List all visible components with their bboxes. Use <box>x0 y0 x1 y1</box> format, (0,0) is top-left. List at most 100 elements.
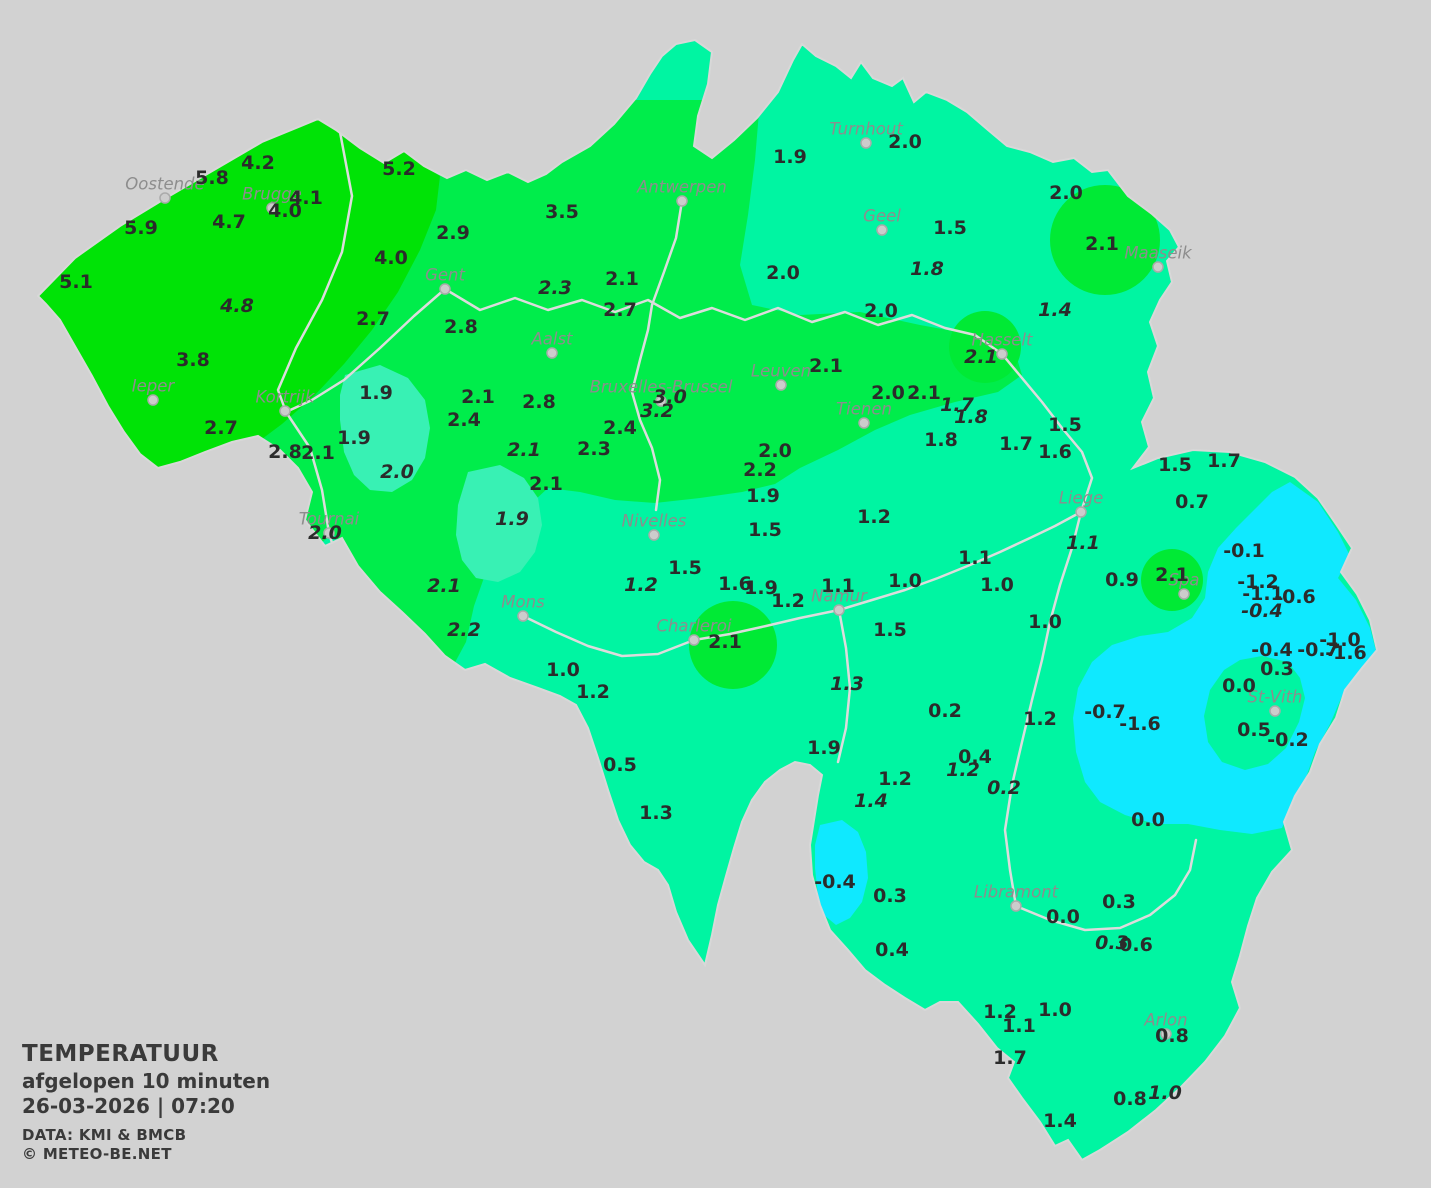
city-label: Namur <box>811 587 868 606</box>
warm-spot-maaseik <box>1050 185 1160 295</box>
city-label: Spa <box>1168 571 1199 590</box>
city-dot <box>655 395 667 407</box>
temp-value: 1.5 <box>873 619 907 641</box>
temp-value: 1.2 <box>624 574 658 596</box>
city-markers-layer: Oostende Brugge Gent Antwerpen Turnhout Geel M… <box>125 120 1303 1040</box>
temp-value: 2.7 <box>204 417 238 439</box>
temp-value: 1.4 <box>1038 299 1072 321</box>
temp-value: 0.9 <box>1105 569 1139 591</box>
city-label: Arlon <box>1143 1011 1187 1030</box>
temp-value: 2.1 <box>507 439 541 461</box>
temp-value: -0.6 <box>1274 586 1316 608</box>
temp-value: 3.2 <box>640 400 674 422</box>
temp-value: 0.3 <box>873 885 907 907</box>
temp-value: 2.0 <box>380 461 414 483</box>
temp-value: -0.4 <box>1241 600 1283 622</box>
temp-value: 1.3 <box>830 673 864 695</box>
temp-value: 4.0 <box>374 247 408 269</box>
temp-value: 2.9 <box>436 222 470 244</box>
temp-value: 5.9 <box>124 217 158 239</box>
temp-value: -0.2 <box>1267 729 1309 751</box>
temp-value: 3.5 <box>545 201 579 223</box>
stvith-pocket-region <box>1204 656 1305 770</box>
temp-value: 1.4 <box>1043 1110 1077 1132</box>
city-dot <box>833 604 845 616</box>
city-label: Libramont <box>974 883 1059 902</box>
temp-value: 2.2 <box>447 619 481 641</box>
temp-value: 1.5 <box>1158 454 1192 476</box>
temp-value: 4.7 <box>212 211 246 233</box>
city-dot <box>1269 705 1281 717</box>
temp-value: 2.1 <box>809 355 843 377</box>
temp-value: 1.0 <box>980 574 1014 596</box>
city-label: Nivelles <box>622 512 687 531</box>
city-dot <box>1152 261 1164 273</box>
temp-value: 2.1 <box>461 386 495 408</box>
temp-value: 1.5 <box>668 557 702 579</box>
temp-value: 1.9 <box>773 146 807 168</box>
temp-value: 1.5 <box>748 519 782 541</box>
warm-spot-hasselt <box>949 311 1021 383</box>
city-label: Oostende <box>125 175 204 194</box>
temp-value: 0.3 <box>1102 891 1136 913</box>
temp-value: 1.3 <box>639 802 673 824</box>
temp-value: 2.7 <box>603 299 637 321</box>
temp-value: 2.1 <box>907 382 941 404</box>
temp-value: -1.6 <box>1119 713 1161 735</box>
temp-value: 1.1 <box>1002 1015 1036 1037</box>
temp-value: -1.0 <box>1319 629 1361 651</box>
city-dot <box>858 417 870 429</box>
temp-value: -0.7 <box>1084 701 1126 723</box>
city-dot <box>517 610 529 622</box>
temp-value: 1.2 <box>771 590 805 612</box>
city-label: Aalst <box>530 330 573 349</box>
temp-value: 2.8 <box>268 441 302 463</box>
city-label: Turnhout <box>829 120 903 139</box>
temp-value: -0.4 <box>1251 639 1293 661</box>
city-dot <box>775 379 787 391</box>
temp-value: 4.0 <box>268 200 302 222</box>
temp-value: 1.9 <box>807 737 841 759</box>
temperature-values-layer: 5.84.2 5.24.14.04.75.95.14.83.82.72.74.02… <box>59 131 1367 1132</box>
city-dot <box>648 529 660 541</box>
temp-value: 0.2 <box>928 700 962 722</box>
temp-value: 2.0 <box>888 131 922 153</box>
cold-southwest-pocket <box>815 820 868 925</box>
temp-value: 2.0 <box>308 522 342 544</box>
city-dot <box>996 348 1008 360</box>
temp-value: 1.9 <box>337 427 371 449</box>
temp-value: 1.0 <box>1038 999 1072 1021</box>
temp-value: 0.0 <box>1131 809 1165 831</box>
province-border-lines <box>276 130 1198 932</box>
city-dot <box>1160 1028 1172 1040</box>
city-label: Gent <box>425 266 465 285</box>
temp-value: 3.8 <box>176 349 210 371</box>
temp-value: 2.3 <box>577 438 611 460</box>
temp-value: 0.3 <box>1260 658 1294 680</box>
temp-value: 1.8 <box>910 258 944 280</box>
city-label: Antwerpen <box>636 178 727 197</box>
temp-value: 2.1 <box>427 575 461 597</box>
temp-value: 2.3 <box>538 277 572 299</box>
temp-value: 1.1 <box>958 547 992 569</box>
mint-kortrijk-region <box>340 365 430 492</box>
city-label: Maaseik <box>1124 244 1193 263</box>
temp-value: 0.0 <box>1222 675 1256 697</box>
temp-value: 0.8 <box>1113 1088 1147 1110</box>
temp-value: 1.5 <box>1048 414 1082 436</box>
temp-value: 2.0 <box>766 262 800 284</box>
temp-value: 1.8 <box>954 406 988 428</box>
city-label: Tienen <box>836 400 892 419</box>
temp-value: 2.1 <box>1155 564 1189 586</box>
warm-northwest-region <box>38 119 440 468</box>
temp-value: 1.5 <box>933 217 967 239</box>
temp-value: 1.2 <box>576 681 610 703</box>
temp-value: 0.5 <box>1237 719 1271 741</box>
temp-value: 1.7 <box>993 1047 1027 1069</box>
copyright-credit: © METEO-BE.NET <box>22 1144 172 1163</box>
temp-value: 1.7 <box>999 433 1033 455</box>
temp-value: 0.6 <box>1119 934 1153 956</box>
city-dot <box>546 347 558 359</box>
temp-value: 1.7 <box>1207 450 1241 472</box>
temp-value: -1.6 <box>1325 642 1367 664</box>
